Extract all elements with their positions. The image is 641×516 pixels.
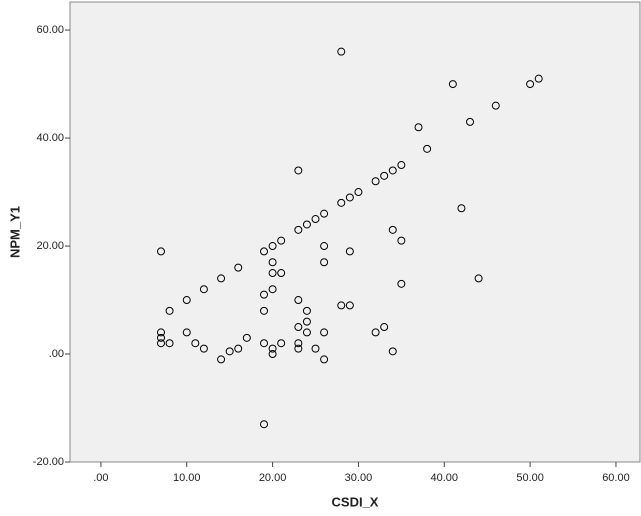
point: [268, 258, 277, 267]
x-tick-label: 50.00: [516, 472, 544, 484]
point: [371, 328, 380, 337]
point: [182, 328, 191, 337]
point: [345, 193, 354, 202]
point: [337, 301, 346, 310]
point: [268, 344, 277, 353]
point: [423, 144, 432, 153]
point: [320, 258, 329, 267]
point: [217, 355, 226, 364]
point: [165, 339, 174, 348]
point: [234, 263, 243, 272]
point: [414, 123, 423, 132]
x-tick-label: 30.00: [345, 472, 373, 484]
point: [311, 215, 320, 224]
point: [199, 344, 208, 353]
plot-area: [69, 1, 641, 463]
point: [302, 306, 311, 315]
point: [345, 247, 354, 256]
point: [260, 420, 269, 429]
point: [294, 323, 303, 332]
point: [217, 274, 226, 283]
point: [260, 306, 269, 315]
x-tick-label: 60.00: [602, 472, 630, 484]
point: [294, 166, 303, 175]
point: [294, 296, 303, 305]
point: [388, 166, 397, 175]
point: [388, 225, 397, 234]
x-axis-title: CSDI_X: [332, 494, 379, 509]
point: [268, 285, 277, 294]
point: [294, 339, 303, 348]
point: [397, 161, 406, 170]
y-axis-title: NPM_Y1: [7, 206, 22, 258]
point: [337, 198, 346, 207]
point: [320, 242, 329, 251]
point: [354, 188, 363, 197]
x-tick-label: .00: [93, 472, 108, 484]
point: [277, 236, 286, 245]
point: [156, 339, 165, 348]
point: [397, 279, 406, 288]
y-tick-label: -20.00: [33, 456, 64, 468]
point: [199, 285, 208, 294]
point: [182, 296, 191, 305]
point: [311, 344, 320, 353]
point: [156, 328, 165, 337]
point: [457, 204, 466, 213]
point: [380, 323, 389, 332]
point: [234, 344, 243, 353]
point: [294, 344, 303, 353]
x-tick-label: 40.00: [431, 472, 459, 484]
point: [277, 269, 286, 278]
y-tick-label: .00: [49, 348, 64, 360]
point: [491, 101, 500, 110]
point: [268, 242, 277, 251]
y-tick-label: 20.00: [36, 240, 64, 252]
point: [156, 247, 165, 256]
point: [268, 269, 277, 278]
point: [191, 339, 200, 348]
point: [397, 236, 406, 245]
point: [448, 80, 457, 89]
x-tick-label: 10.00: [173, 472, 201, 484]
point: [260, 247, 269, 256]
y-tick-label: 60.00: [36, 24, 64, 36]
point: [371, 177, 380, 186]
point: [320, 209, 329, 218]
point: [260, 290, 269, 299]
point: [302, 328, 311, 337]
point: [388, 347, 397, 356]
x-tick-label: 20.00: [259, 472, 287, 484]
point: [156, 333, 165, 342]
point: [225, 347, 234, 356]
point: [380, 171, 389, 180]
point: [302, 220, 311, 229]
point: [242, 333, 251, 342]
point: [268, 350, 277, 359]
point: [302, 317, 311, 326]
point: [277, 339, 286, 348]
point: [320, 328, 329, 337]
point: [466, 117, 475, 126]
y-tick-label: 40.00: [36, 132, 64, 144]
point: [337, 47, 346, 56]
point: [345, 301, 354, 310]
point: [526, 80, 535, 89]
point: [260, 339, 269, 348]
point: [165, 306, 174, 315]
point: [294, 225, 303, 234]
point: [534, 74, 543, 83]
point: [320, 355, 329, 364]
point: [474, 274, 483, 283]
